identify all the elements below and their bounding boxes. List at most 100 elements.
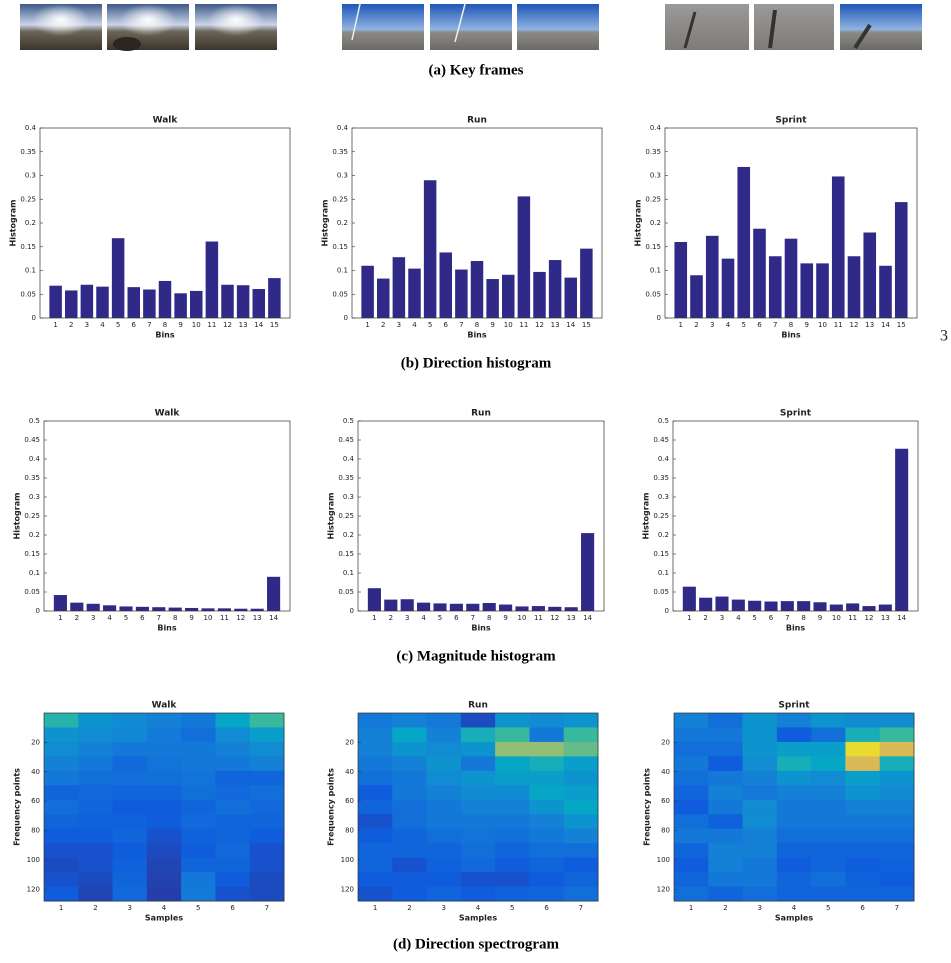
frame: [754, 4, 834, 50]
x-tick-label: 12: [550, 614, 559, 622]
x-tick-label: 8: [789, 321, 793, 329]
x-tick-label: 6: [132, 321, 137, 329]
heatmap-cell: [811, 857, 846, 873]
heatmap-cell: [742, 828, 778, 844]
heatmap-cell: [426, 741, 462, 757]
x-tick-label: 1: [53, 321, 57, 329]
x-axis-label: Bins: [155, 331, 175, 340]
x-tick-label: 4: [162, 904, 167, 912]
heatmap-cell: [879, 799, 915, 815]
bar: [682, 586, 696, 611]
x-tick-label: 12: [535, 321, 544, 329]
bar: [784, 238, 798, 318]
heatmap-cell: [742, 785, 778, 801]
heatmap-cell: [529, 727, 565, 743]
x-tick-label: 15: [582, 321, 591, 329]
frame: [517, 4, 599, 50]
axes-box: [357, 712, 599, 902]
heatmap-cell: [563, 756, 599, 772]
y-tick-label: 100: [27, 856, 40, 864]
heatmap-cell: [426, 770, 462, 786]
heatmap-cell: [146, 828, 182, 844]
axes-box: [357, 420, 605, 612]
heatmap-cell: [845, 886, 881, 902]
heatmap-cell: [563, 770, 599, 786]
heatmap-cell: [146, 727, 182, 743]
x-tick-label: 9: [805, 321, 809, 329]
heatmap-cell: [742, 857, 778, 873]
y-tick-label: 0: [657, 314, 661, 322]
heatmap-cell: [249, 727, 285, 743]
heatmap-cell: [742, 843, 778, 859]
x-tick-label: 1: [689, 904, 693, 912]
bar: [252, 289, 265, 318]
heatmap-cell: [776, 741, 812, 757]
heatmap-cell: [181, 785, 216, 801]
x-tick-label: 5: [428, 321, 432, 329]
heatmap-cell: [44, 843, 79, 859]
y-tick-label: 0.3: [29, 493, 40, 501]
y-tick-label: 80: [661, 827, 670, 835]
heatmap-cell: [563, 785, 599, 801]
heatmap-cell: [44, 799, 79, 815]
bar: [780, 601, 794, 611]
heatmap-cell: [426, 886, 462, 902]
x-tick-label: 1: [373, 904, 377, 912]
heatmap-cell: [742, 814, 778, 830]
heatmap-cell: [44, 727, 79, 743]
heatmap-cell: [674, 785, 709, 801]
x-tick-label: 10: [192, 321, 201, 329]
heatmap-cell: [146, 886, 182, 902]
x-tick-label: 4: [421, 614, 426, 622]
bar: [377, 278, 390, 318]
heatmap-cell: [392, 857, 428, 873]
x-tick-label: 5: [124, 614, 128, 622]
heatmap-cell: [358, 770, 393, 786]
heatmap-cell: [776, 843, 812, 859]
heatmap-cell: [146, 741, 182, 757]
y-tick-label: 0.3: [25, 172, 36, 180]
bar: [862, 606, 876, 611]
heatmap-cell: [78, 814, 114, 830]
heatmap-cell: [460, 886, 496, 902]
y-tick-label: 20: [345, 738, 354, 746]
bar: [392, 257, 406, 318]
heatmap-cell: [529, 886, 565, 902]
chart-title: Run: [471, 409, 491, 419]
heatmap-cell: [112, 770, 148, 786]
x-tick-label: 2: [93, 904, 97, 912]
bar: [185, 607, 199, 611]
heatmap-cell: [358, 857, 393, 873]
heatmap-cell: [811, 814, 846, 830]
heatmap-cell: [460, 770, 496, 786]
x-tick-label: 2: [389, 614, 393, 622]
y-tick-label: 0.05: [20, 290, 36, 298]
x-tick-label: 12: [850, 321, 859, 329]
x-tick-label: 6: [140, 614, 145, 622]
heatmap-cell: [44, 872, 79, 888]
bar: [466, 603, 480, 611]
heatmap-cell: [495, 770, 530, 786]
heatmap-cell: [529, 857, 565, 873]
y-tick-label: 0.1: [658, 569, 669, 577]
y-tick-label: 0.05: [645, 290, 661, 298]
y-tick-label: 0.25: [332, 195, 348, 203]
x-tick-label: 4: [726, 321, 731, 329]
heatmap-cell: [879, 770, 915, 786]
y-axis-label: Frequency points: [13, 768, 22, 846]
bar: [879, 265, 892, 318]
heatmap-cell: [742, 727, 778, 743]
x-tick-label: 6: [769, 614, 774, 622]
bar: [205, 241, 219, 318]
heatmap-cell: [811, 872, 846, 888]
bar: [486, 279, 499, 318]
heatmap-cell: [112, 828, 148, 844]
heatmap-cell: [674, 857, 709, 873]
heatmap-cell: [358, 872, 393, 888]
heatmap-cell: [495, 872, 530, 888]
heatmap-cell: [811, 741, 846, 757]
heatmap-cell: [460, 857, 496, 873]
frame: [342, 4, 424, 50]
bar: [482, 603, 496, 611]
